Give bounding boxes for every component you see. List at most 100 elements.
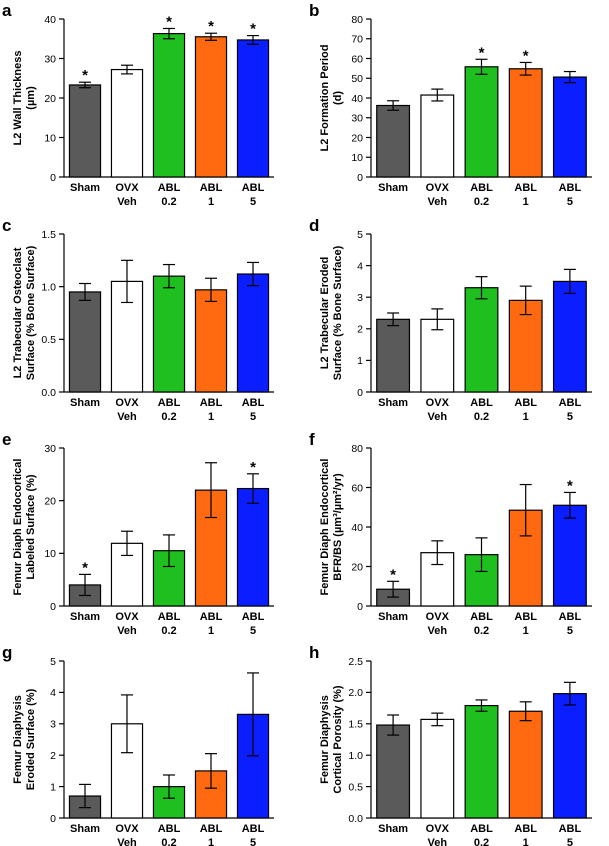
category-label-line2: 0.2 <box>161 411 176 423</box>
y-axis-label-line: BFR/BS (µm³/µm²/yr) <box>332 473 344 581</box>
category-label: ABL <box>242 397 265 409</box>
bar <box>376 724 411 819</box>
category-label: Sham <box>378 397 408 409</box>
bar <box>552 504 587 607</box>
y-tick-label: 40 <box>44 14 56 26</box>
y-axis-label-line: Surface (% Bone Surface) <box>332 245 344 380</box>
category-label-line2: Veh <box>428 837 448 846</box>
bar <box>68 84 102 178</box>
y-tick-label: 1.0 <box>41 281 56 293</box>
y-axis-label: Femur Diaph EndocorticalLabeled Surface … <box>12 459 37 596</box>
category-label: Sham <box>378 182 408 194</box>
chart-panel-e: e 0 10 20 30 Femur Diaph EndocorticalLabeled … <box>2 430 274 637</box>
significance-star: * <box>250 459 256 476</box>
panel-label: g <box>2 643 12 662</box>
y-axis-label-line: Femur Diaph Endocortical <box>319 459 331 596</box>
y-axis-label: Femur Diaph EndocorticalBFR/BS (µm³/µm²/… <box>319 459 344 596</box>
y-tick-label: 1.5 <box>41 229 56 241</box>
chart-panel-f: f 0 20 40 60 80 Femur Diaph EndocorticalBFR/BS… <box>309 430 592 637</box>
category-label-line2: 1 <box>523 837 529 846</box>
y-axis-label: L2 Wall Thickness(µm) <box>12 51 37 146</box>
y-tick-label: 0 <box>50 172 56 184</box>
y-axis-label-line: Eroded Surface (%) <box>25 688 37 790</box>
category-label-line2: Veh <box>117 837 137 846</box>
category-label: ABL <box>514 611 537 623</box>
significance-star: * <box>479 44 485 61</box>
category-label: ABL <box>200 182 223 194</box>
significance-star: * <box>166 13 172 30</box>
y-tick-label: 0.5 <box>348 781 363 793</box>
bar <box>420 718 455 819</box>
y-axis-label-line: Femur Diaph Endocortical <box>12 459 24 596</box>
category-label-line2: 0.2 <box>161 196 176 208</box>
category-label-line2: 1 <box>208 625 214 637</box>
category-label: ABL <box>470 611 493 623</box>
y-axis-label: Femur DiaphysisCortical Porosity (%) <box>319 685 344 794</box>
category-label: ABL <box>514 823 537 835</box>
chart-panel-d: d 0 1 2 3 4 5 L2 Trabecular ErodedSurface (% Bo… <box>309 216 592 423</box>
category-label: OVX <box>115 182 139 194</box>
y-axis-label-line: (d) <box>332 91 344 105</box>
category-label: ABL <box>158 397 181 409</box>
category-label: ABL <box>242 611 265 623</box>
y-tick-label: 4 <box>50 687 56 699</box>
y-axis-label: L2 Trabecular OsteoclastSurface (% Bone … <box>12 245 37 380</box>
y-tick-label: 50 <box>351 73 363 85</box>
y-tick-label: 10 <box>44 548 56 560</box>
bar <box>508 710 543 819</box>
bar <box>376 318 411 393</box>
bar <box>552 76 587 178</box>
bar <box>552 280 587 393</box>
bar <box>194 289 228 393</box>
category-label-line2: 0.2 <box>474 837 489 846</box>
y-tick-label: 0 <box>357 387 363 399</box>
panel-label: d <box>309 216 319 235</box>
category-label-line2: Veh <box>428 411 448 423</box>
y-tick-label: 10 <box>351 152 363 164</box>
y-axis-label-line: (µm) <box>25 86 37 110</box>
category-label: ABL <box>559 397 582 409</box>
y-axis-label: Femur DiaphysisEroded Surface (%) <box>12 688 37 790</box>
category-label: ABL <box>470 397 493 409</box>
category-label: ABL <box>559 823 582 835</box>
y-tick-label: 0 <box>357 601 363 613</box>
y-tick-label: 60 <box>351 53 363 65</box>
category-label-line2: Veh <box>428 196 448 208</box>
bar <box>236 273 270 393</box>
y-tick-label: 30 <box>351 113 363 125</box>
y-tick-label: 20 <box>351 561 363 573</box>
significance-star: * <box>250 21 256 38</box>
y-tick-label: 1.0 <box>348 750 363 762</box>
bar <box>376 104 411 178</box>
chart-panel-h: h 0.0 0.5 1.0 1.5 2.0 2.5 Femur DiaphysisCortic… <box>309 643 592 846</box>
category-label-line2: 1 <box>208 196 214 208</box>
y-tick-label: 0.5 <box>41 334 56 346</box>
y-tick-label: 40 <box>351 522 363 534</box>
category-label-line2: Veh <box>117 196 137 208</box>
panel-label: h <box>309 643 319 662</box>
chart-panel-b: b 0 10 20 30 40 50 60 70 80 L2 Formation Period(d)… <box>309 1 592 208</box>
category-label: Sham <box>70 823 100 835</box>
category-label: ABL <box>242 823 265 835</box>
significance-star: * <box>82 67 88 84</box>
bar <box>236 487 270 607</box>
y-axis-label-line: L2 Formation Period <box>319 45 331 152</box>
significance-star: * <box>82 559 88 576</box>
significance-star: * <box>208 18 214 35</box>
category-label: ABL <box>158 823 181 835</box>
bar <box>194 36 228 178</box>
category-label: ABL <box>200 397 223 409</box>
category-label-line2: 1 <box>208 837 214 846</box>
bar <box>464 554 499 607</box>
category-label: ABL <box>242 182 265 194</box>
bar <box>236 39 270 178</box>
y-axis-label: L2 Formation Period(d) <box>319 45 344 152</box>
category-label: ABL <box>470 823 493 835</box>
category-label-line2: 1 <box>208 411 214 423</box>
y-tick-label: 30 <box>44 443 56 455</box>
category-label: OVX <box>426 611 450 623</box>
category-label-line2: 0.2 <box>474 625 489 637</box>
y-axis-label-line: L2 Trabecular Eroded <box>319 257 331 369</box>
y-tick-label: 20 <box>44 495 56 507</box>
y-tick-label: 2.0 <box>348 687 363 699</box>
